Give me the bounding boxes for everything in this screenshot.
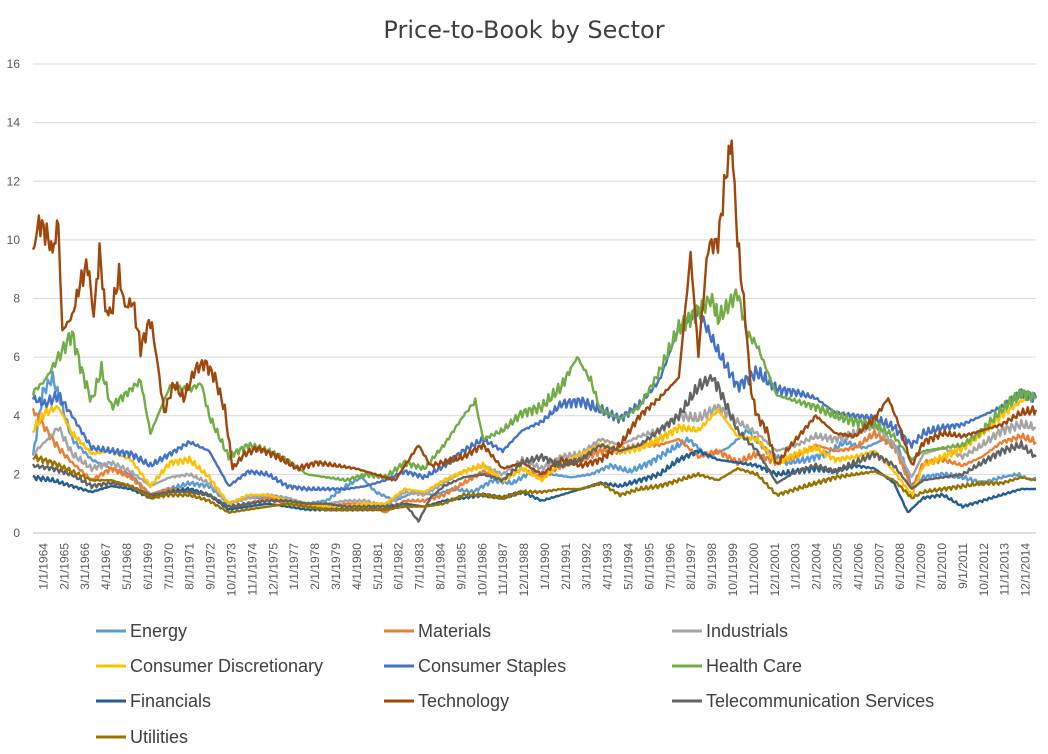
- gridlines: [33, 63, 1036, 534]
- x-tick-label: 4/1/1980: [350, 543, 364, 590]
- y-axis-ticks: 0 2 4 6 8 10 12 14 16: [7, 57, 21, 540]
- x-axis-ticks: 1/1/1964 2/1/1965 3/1/1966 4/1/1967 5/1/1968…: [36, 543, 1032, 597]
- y-tick-label: 6: [13, 350, 20, 364]
- x-tick-label: 1/1/1964: [36, 543, 50, 590]
- x-tick-label: 12/1/2014: [1019, 543, 1033, 597]
- y-tick-label: 2: [13, 467, 20, 481]
- x-tick-label: 5/1/1968: [120, 543, 134, 590]
- x-tick-label: 8/1/2010: [935, 543, 949, 590]
- x-tick-label: 12/1/1975: [266, 543, 280, 597]
- x-tick-label: 5/1/1981: [371, 543, 385, 590]
- chart-title: Price-to-Book by Sector: [383, 16, 664, 44]
- x-tick-label: 10/1/1999: [726, 543, 740, 597]
- y-tick-label: 0: [13, 526, 20, 540]
- x-tick-label: 1/1/1977: [287, 543, 301, 590]
- y-tick-label: 4: [13, 409, 20, 423]
- legend-label: Energy: [130, 621, 187, 641]
- x-tick-label: 8/1/1971: [183, 543, 197, 590]
- x-tick-label: 4/1/1993: [601, 543, 615, 590]
- series-lines: [31, 139, 1038, 523]
- series-line-health-care: [31, 288, 1037, 483]
- x-tick-label: 9/1/1985: [454, 543, 468, 590]
- x-tick-label: 9/1/2011: [956, 543, 970, 589]
- x-tick-label: 9/1/1972: [204, 543, 218, 590]
- legend: Energy Materials Industrials Consumer Discr…: [96, 621, 934, 747]
- x-tick-label: 2/1/2004: [810, 543, 824, 590]
- x-tick-label: 7/1/2009: [914, 543, 928, 590]
- series-line-utilities: [32, 453, 1037, 514]
- y-tick-label: 14: [7, 116, 21, 130]
- x-tick-label: 2/1/1965: [57, 543, 71, 590]
- x-tick-label: 3/1/2005: [830, 543, 844, 590]
- x-tick-label: 2/1/1991: [559, 543, 573, 590]
- legend-label: Consumer Discretionary: [130, 656, 323, 676]
- y-tick-label: 12: [7, 174, 21, 188]
- series-line-telecommunication-services: [31, 373, 1037, 523]
- legend-label: Financials: [130, 691, 211, 711]
- x-tick-label: 8/1/1984: [433, 543, 447, 590]
- x-tick-label: 3/1/1966: [78, 543, 92, 590]
- x-tick-label: 5/1/2007: [872, 543, 886, 590]
- legend-label: Health Care: [706, 656, 802, 676]
- x-tick-label: 6/1/1969: [141, 543, 155, 590]
- x-tick-label: 7/1/1983: [413, 543, 427, 590]
- x-tick-label: 12/1/1988: [517, 543, 531, 597]
- x-tick-label: 5/1/1994: [622, 543, 636, 590]
- legend-label: Industrials: [706, 621, 788, 641]
- series-line-technology: [31, 139, 1038, 482]
- y-tick-label: 8: [13, 292, 20, 306]
- legend-label: Telecommunication Services: [706, 691, 934, 711]
- x-tick-label: 1/1/1990: [538, 543, 552, 590]
- legend-label: Technology: [418, 691, 509, 711]
- series-line-consumer-discretionary: [31, 394, 1037, 509]
- x-tick-label: 1/1/2003: [789, 543, 803, 590]
- x-tick-label: 6/1/1982: [392, 543, 406, 590]
- x-tick-label: 4/1/1967: [99, 543, 113, 590]
- x-tick-label: 10/1/2012: [977, 543, 991, 597]
- x-tick-label: 12/1/2001: [768, 543, 782, 597]
- legend-label: Materials: [418, 621, 491, 641]
- x-tick-label: 3/1/1992: [580, 543, 594, 590]
- x-tick-label: 7/1/1970: [162, 543, 176, 590]
- y-tick-label: 10: [7, 233, 21, 247]
- x-tick-label: 9/1/1998: [705, 543, 719, 590]
- x-tick-label: 2/1/1978: [308, 543, 322, 590]
- x-tick-label: 7/1/1996: [663, 543, 677, 590]
- x-tick-label: 10/1/1986: [475, 543, 489, 597]
- x-tick-label: 6/1/1995: [642, 543, 656, 590]
- x-tick-label: 8/1/1997: [684, 543, 698, 590]
- x-tick-label: 4/1/2006: [851, 543, 865, 590]
- x-tick-label: 11/1/2000: [747, 543, 761, 596]
- y-tick-label: 16: [7, 57, 21, 71]
- x-tick-label: 11/1/1987: [496, 543, 510, 596]
- legend-label: Consumer Staples: [418, 656, 566, 676]
- x-tick-label: 10/1/1973: [225, 543, 239, 597]
- x-tick-label: 11/1/1974: [245, 543, 259, 596]
- x-tick-label: 3/1/1979: [329, 543, 343, 590]
- x-tick-label: 6/1/2008: [893, 543, 907, 590]
- legend-label: Utilities: [130, 727, 188, 747]
- x-tick-label: 11/1/2013: [998, 543, 1012, 596]
